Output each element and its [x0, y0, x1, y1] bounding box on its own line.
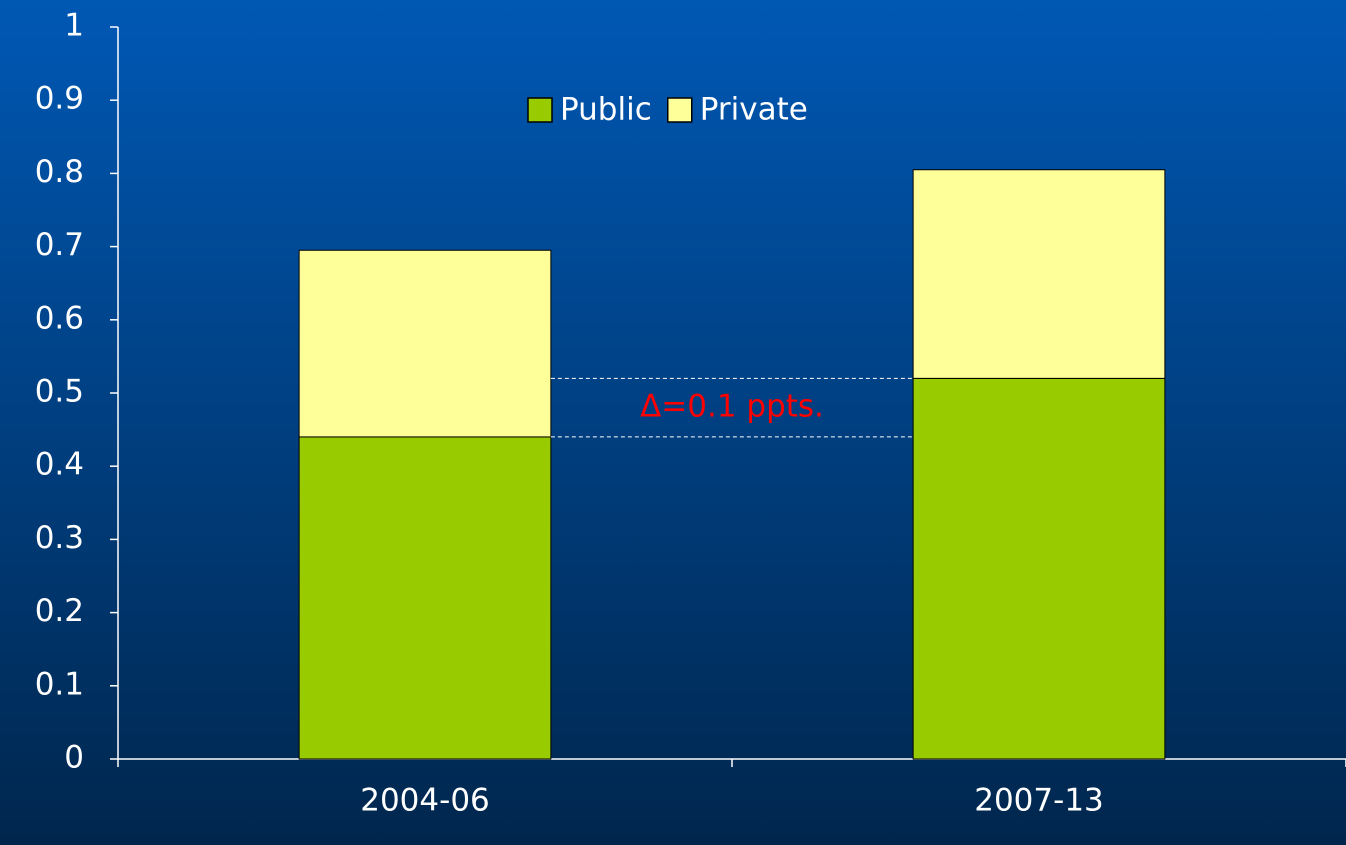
annotation: Δ=0.1 ppts. — [640, 389, 824, 425]
y-tick-label: 0.3 — [35, 520, 84, 556]
y-tick-label: 1 — [64, 8, 84, 44]
x-tick-label: 2007-13 — [974, 783, 1104, 819]
legend-label: Private — [700, 92, 808, 128]
bar-segment — [912, 377, 1166, 760]
y-tick-label: 0.7 — [35, 227, 84, 263]
bar-segment — [298, 436, 552, 760]
legend-swatch — [667, 97, 693, 123]
y-tick-label: 0.4 — [35, 447, 84, 483]
y-tick-label: 0.2 — [35, 593, 84, 629]
legend-swatch — [527, 97, 553, 123]
y-tick-label: 0.8 — [35, 154, 84, 190]
y-tick-label: 0.5 — [35, 374, 84, 410]
y-tick-label: 0.9 — [35, 81, 84, 117]
y-tick-label: 0 — [64, 740, 84, 776]
y-tick-label: 0.6 — [35, 300, 84, 336]
legend-label: Public — [560, 92, 652, 128]
bar-segment — [912, 169, 1166, 379]
bar-segment — [298, 249, 552, 438]
y-tick-label: 0.1 — [35, 666, 84, 702]
x-tick-label: 2004-06 — [360, 783, 490, 819]
